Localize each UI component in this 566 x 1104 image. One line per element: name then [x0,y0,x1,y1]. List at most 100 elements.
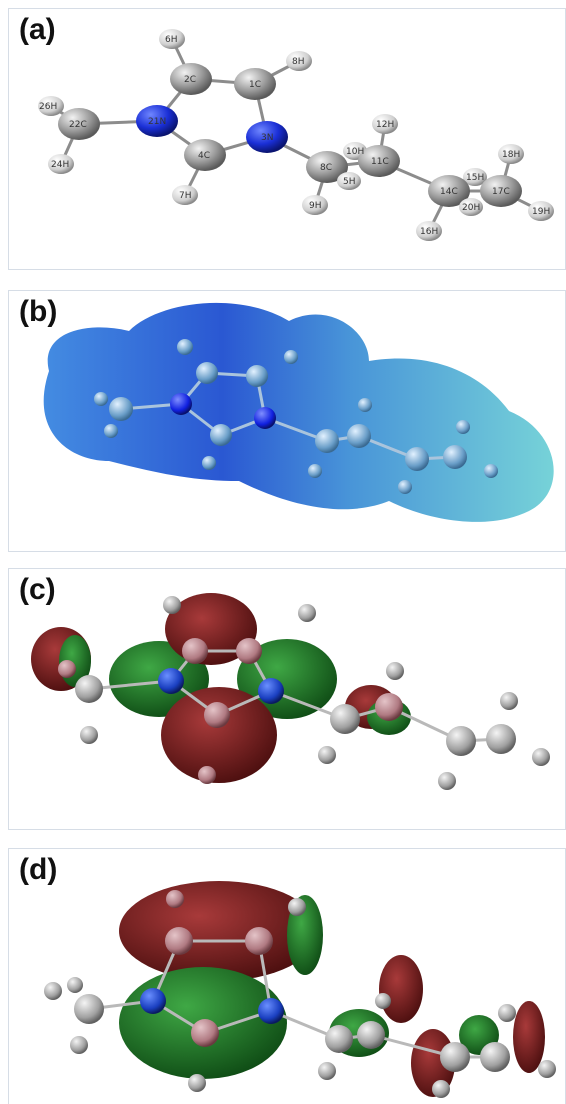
atom-hydrogen [172,185,198,205]
panel-label-b: (b) [19,295,58,328]
atom-carbon [246,365,268,387]
atom-hydrogen [198,766,216,784]
atom-label: 18H [502,150,520,160]
atom-carbon [245,927,273,955]
atom-hydrogen [177,339,193,355]
atom-hydrogen [58,660,76,678]
atom-hydrogen [438,772,456,790]
atoms-a [38,29,554,241]
atom-label: 3N [261,133,273,143]
atom-hydrogen [398,480,412,494]
panel-a: (a) [8,8,566,270]
atom-hydrogen [416,221,442,241]
panel-label-c: (c) [19,573,56,606]
atom-hydrogen [48,154,74,174]
atom-nitrogen [158,668,184,694]
atom-nitrogen [258,998,284,1024]
atom-carbon [428,175,470,207]
atom-carbon [325,1025,353,1053]
atom-label: 8C [320,163,332,173]
atom-hydrogen [308,464,322,478]
atom-carbon [74,994,104,1024]
atom-hydrogen [463,168,487,186]
atom-hydrogen [202,456,216,470]
atom-carbon [184,139,226,171]
atom-hydrogen [288,898,306,916]
atom-hydrogen [358,398,372,412]
panel-c: (c) [8,568,566,830]
atom-hydrogen [159,29,185,49]
atom-carbon [315,429,339,453]
atom-hydrogen [302,195,328,215]
atom-label: 6H [165,35,178,45]
atom-label: 22C [69,120,87,130]
atom-carbon [58,108,100,140]
atom-label: 10H [346,147,364,157]
atom-nitrogen [258,678,284,704]
atom-hydrogen [67,977,83,993]
orbital-lobe-negative [513,1001,545,1073]
atom-hydrogen [104,424,118,438]
atom-label: 5H [343,177,356,187]
atom-hydrogen [532,748,550,766]
panel-label-d: (d) [19,853,58,886]
atom-carbon [210,424,232,446]
atom-label: 20H [462,203,480,213]
atom-label: 16H [420,227,438,237]
orbital-lobe-negative [119,881,319,981]
atom-carbon [347,424,371,448]
atom-carbon [236,638,262,664]
atom-carbon [204,702,230,728]
atom-carbon [440,1042,470,1072]
atom-label: 24H [51,160,69,170]
atom-label: 7H [179,191,192,201]
atom-carbon [75,675,103,703]
atom-hydrogen [372,114,398,134]
atom-label: 14C [440,187,458,197]
orbital-c [31,593,550,790]
atom-label: 9H [309,201,322,211]
atom-carbon [480,175,522,207]
atom-carbon [234,68,276,100]
atom-hydrogen [70,1036,88,1054]
atom-hydrogen [500,692,518,710]
atom-carbon [191,1019,219,1047]
atom-hydrogen [375,993,391,1009]
atom-hydrogen [538,1060,556,1078]
atom-label: 11C [371,157,389,167]
orbital-lobe-negative [411,1029,455,1097]
orbital-lobe-negative [161,687,277,783]
atoms-b [94,339,498,494]
atom-nitrogen [254,407,276,429]
atom-labels-a: 6H 8H 2C 1C 26H 22C 21N 3N 24H 4C 7H 12H… [39,35,550,237]
atom-hydrogen [44,982,62,1000]
molecule-structure-a: 6H 8H 2C 1C 26H 22C 21N 3N 24H 4C 7H 12H… [38,29,554,241]
atom-carbon [446,726,476,756]
atom-carbon [182,638,208,664]
orbital-d [44,881,556,1098]
atom-hydrogen [337,172,361,190]
atom-carbon [330,704,360,734]
atom-hydrogen [456,420,470,434]
atom-hydrogen [528,201,554,221]
atom-carbon [196,362,218,384]
atom-hydrogen [286,51,312,71]
atom-label: 26H [39,102,57,112]
atom-hydrogen [166,890,184,908]
atom-carbon [357,1021,385,1049]
atom-hydrogen [188,1074,206,1092]
atom-hydrogen [459,198,483,216]
atom-hydrogen [498,144,524,164]
atom-label: 17C [492,187,510,197]
atom-hydrogen [80,726,98,744]
panel-b: (b) [8,290,566,552]
atom-nitrogen [246,121,288,153]
atom-nitrogen [136,105,178,137]
atom-hydrogen [94,392,108,406]
atom-hydrogen [318,746,336,764]
atom-carbon [306,151,348,183]
atom-label: 19H [532,207,550,217]
atom-carbon [443,445,467,469]
atom-hydrogen [284,350,298,364]
atom-carbon [170,63,212,95]
